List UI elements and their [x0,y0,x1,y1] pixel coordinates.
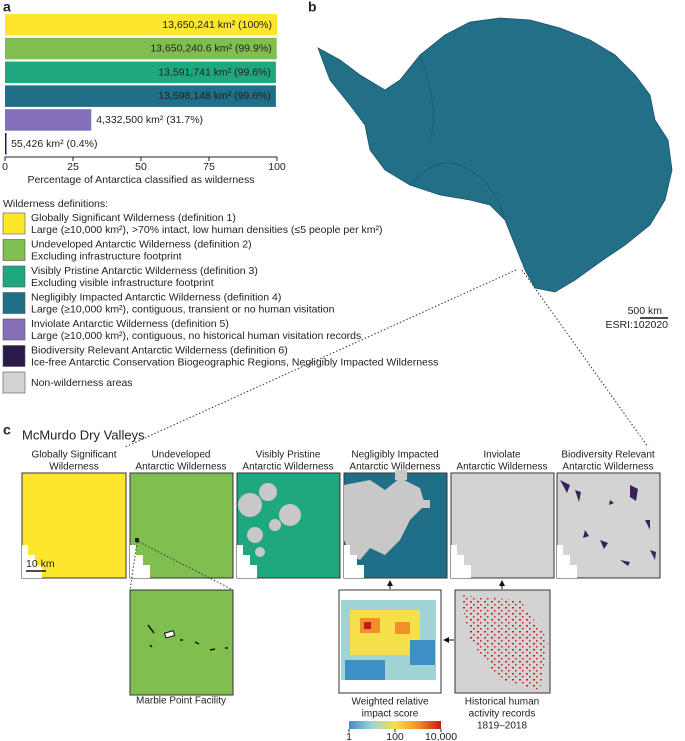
value-label: 13,591,741 km² (99.6%) [158,66,271,78]
legend-name: Biodiversity Relevant Antarctic Wilderne… [31,344,288,356]
value-label: 4,332,500 km² (31.7%) [96,114,203,126]
panel-title: Antarctic Wilderness [242,462,333,473]
legend-name: Undeveloped Antarctic Wilderness (defini… [31,238,252,250]
panel-title: Undeveloped [152,450,211,461]
inset-label: 1819–2018 [477,721,527,732]
map-projection: ESRI:102020 [606,319,669,331]
legend-name: Negligibly Impacted Antarctic Wilderness… [31,291,281,303]
bar [5,85,276,107]
legend-swatch [2,265,26,288]
panel-title: Antarctic Wilderness [349,462,440,473]
panel-title: Inviolate [483,450,521,461]
value-label: 55,426 km² (0.4%) [11,138,97,150]
panel-title: Globally Significant [31,450,116,461]
legend-name: Non-wilderness areas [31,377,133,389]
legend-description: Ice-free Antarctic Conservation Biogeogr… [31,356,438,368]
connector [124,269,517,448]
panel-title: Biodiversity Relevant [561,450,655,461]
legend-name: Inviolate Antarctic Wilderness (definiti… [31,318,229,330]
bar [5,37,277,60]
colorbar [349,721,441,729]
panel-title: Antarctic Wilderness [562,462,653,473]
detail-title: McMurdo Dry Valleys [22,427,145,442]
panel-title: Antarctic Wilderness [456,462,547,473]
legend-swatch [2,345,26,367]
value-label: 13,650,241 km² (100%) [162,19,272,31]
legend-name: Visibly Pristine Antarctic Wilderness (d… [31,265,258,277]
x-tick-label: 100 [268,161,286,173]
value-label: 13,598,148 km² (99.6%) [158,90,271,102]
bar [5,14,277,36]
colorbar-title: impact score [362,709,419,720]
colorbar-tick-label: 100 [386,731,404,741]
legend-name: Globally Significant Wilderness (definit… [31,212,236,224]
map-scale: 500 km [628,305,663,317]
legend-description: Large (≥10,000 km²), >70% intact, low hu… [31,224,382,236]
colorbar-tick-label: 10,000 [425,731,457,741]
x-tick-label: 25 [67,161,79,173]
x-axis-label: Percentage of Antarctica classified as w… [27,174,254,186]
legend-swatch [2,292,26,314]
antarctica-map [317,17,673,319]
bar [5,109,92,131]
connector [521,269,649,448]
colorbar-title: Weighted relative [351,697,429,708]
legend-swatch [2,239,26,261]
colorbar-tick-label: 1 [346,731,352,741]
legend-description: Large (≥10,000 km²), contiguous, transie… [31,303,335,315]
inset-label: activity records [469,709,536,720]
inset-label: Historical human [465,697,539,708]
x-tick-label: 0 [2,161,8,173]
legend-description: Excluding infrastructure footprint [31,250,182,262]
legend-description: Large (≥10,000 km²), contiguous, no hist… [31,330,361,342]
x-tick-label: 50 [135,161,147,173]
inset-label: Marble Point Facility [136,696,226,707]
value-label: 13,650,240.6 km² (99.9%) [150,43,271,55]
panel-label: c [3,422,11,438]
panel-label: a [3,0,11,15]
panel-title: Antarctic Wilderness [135,462,226,473]
detail-scale: 10 km [26,558,55,570]
bar [5,61,276,84]
bar [5,133,7,155]
legend-description: Excluding visible infrastructure footpri… [31,277,214,289]
legend-swatch [2,371,26,394]
panel-title: Wilderness [49,462,98,473]
panel-label: b [308,0,317,15]
detail-maps [21,470,661,696]
legend-title: Wilderness definitions: [3,198,108,210]
x-tick-label: 75 [203,161,215,173]
panel-title: Negligibly Impacted [351,450,438,461]
legend-swatch [2,212,26,235]
legend-swatch [2,318,26,341]
panel-title: Visibly Pristine [256,450,321,461]
